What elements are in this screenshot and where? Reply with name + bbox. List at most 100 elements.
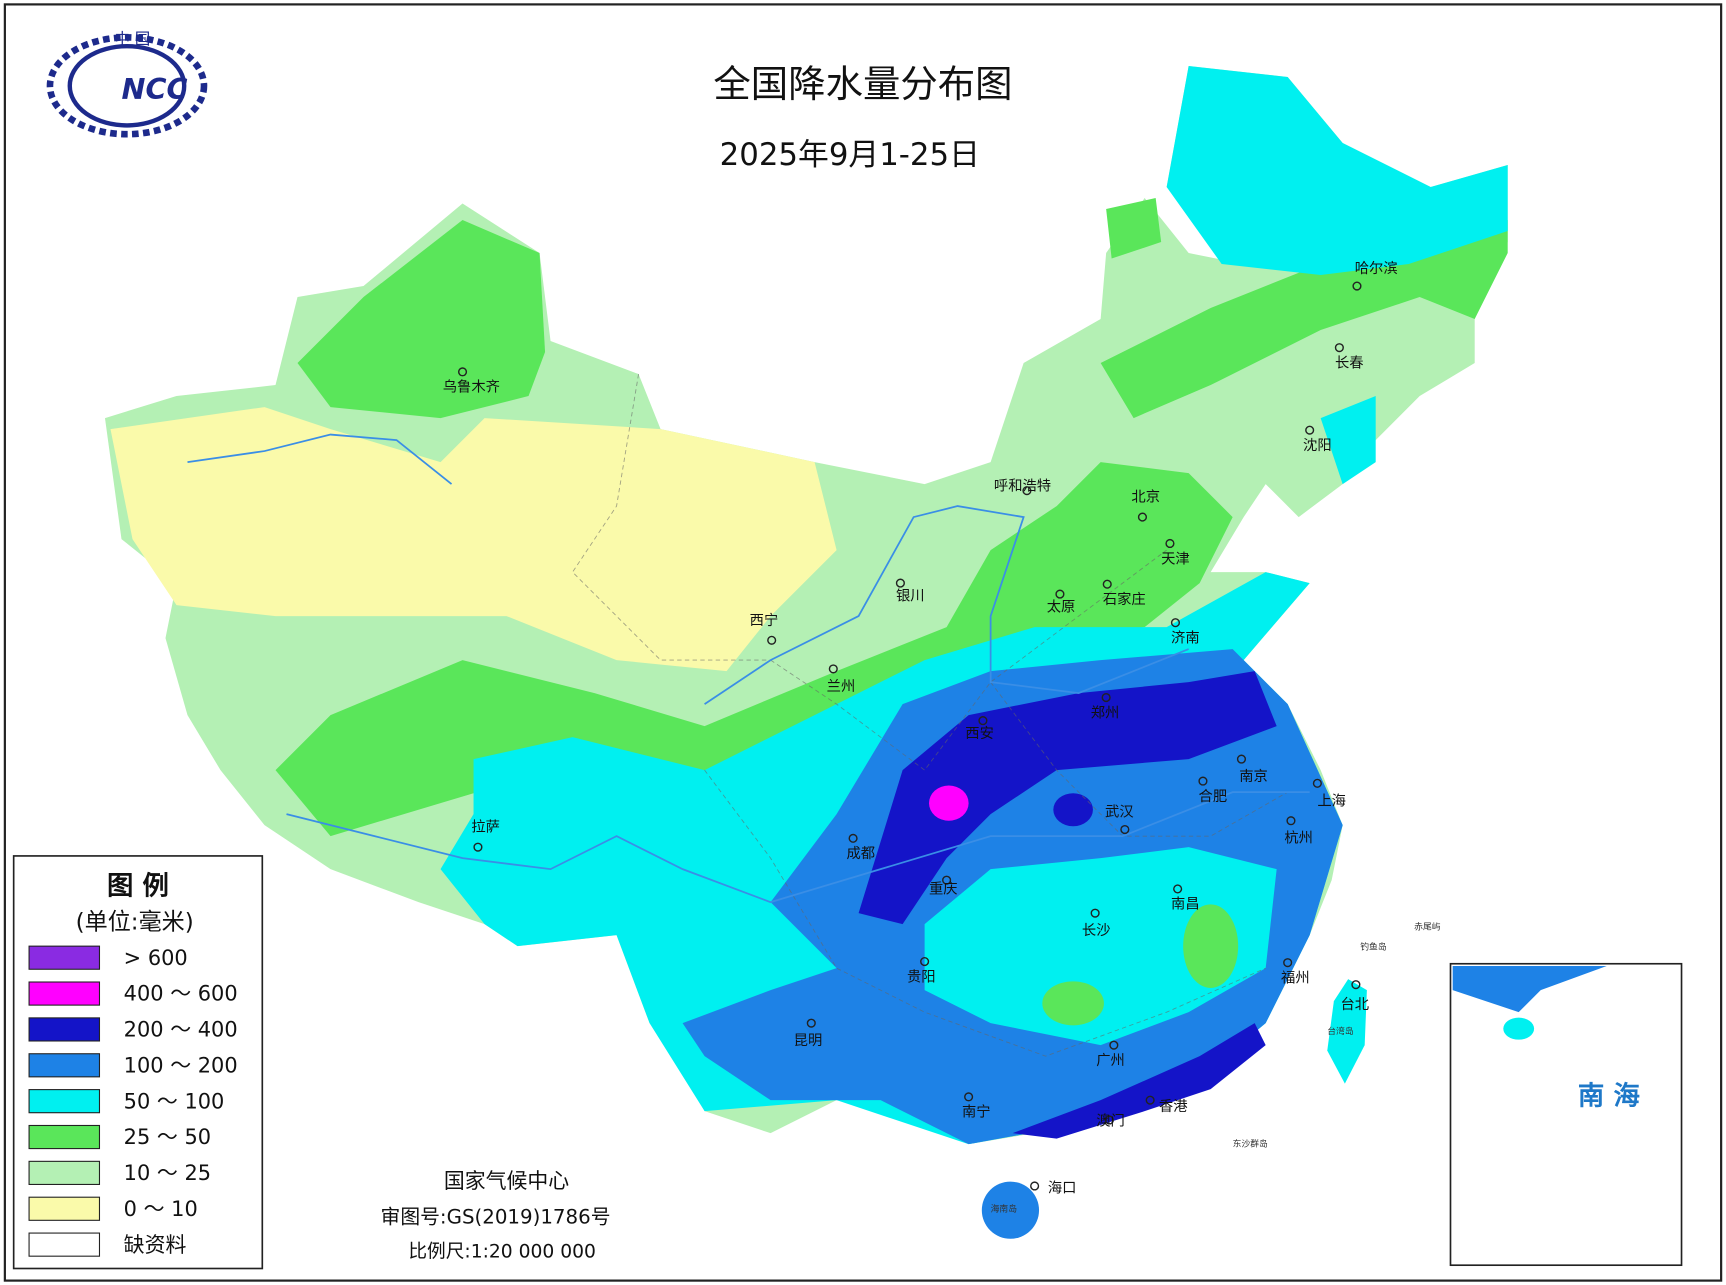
city-marker [848,833,858,843]
city-marker [920,956,930,967]
city-label: 上海 [1317,792,1346,809]
legend-label: 50 ～ 100 [124,1089,225,1113]
city-marker [895,578,905,588]
legend: 图 例 (单位:毫米) > 600 400 ～ 600 200 ～ 400 100 ～… [12,855,264,1270]
zone-25-50 [1106,198,1162,259]
agency: 国家气候中心 [444,1169,569,1193]
city-label: 石家庄 [1103,590,1146,608]
city-marker [978,716,988,726]
city-marker [1102,579,1112,589]
zone-25-50 [1100,220,1508,419]
city-marker [1352,281,1362,291]
city-label: 济南 [1171,630,1200,647]
city-marker [1120,824,1130,835]
city-label: 澳门 [1096,1112,1125,1129]
city-marker [767,635,777,645]
city-label: 广州 [1096,1052,1125,1069]
legend-swatch [28,945,101,970]
city-label: 合肥 [1199,788,1228,805]
city-label: 成都 [846,845,875,862]
city-marker [1198,776,1208,786]
city-label: 重庆 [929,880,958,897]
legend-swatch [28,1160,101,1185]
legend-swatch [28,1017,101,1042]
city-label: 福州 [1281,969,1310,986]
city-label: 海口 [1048,1180,1077,1197]
city-label: 呼和浩特 [994,478,1051,495]
city-marker [964,1092,974,1102]
map-title: 全国降水量分布图 [713,62,1012,106]
city-label: 香港 [1159,1098,1188,1115]
logo-text: NCC [122,72,188,106]
city-marker [1312,778,1322,788]
borders [187,373,1310,1057]
island-label: 钓鱼岛 [1360,940,1387,952]
city-label: 银川 [896,588,925,605]
island-label: 台湾岛 [1327,1025,1354,1037]
city-label: 贵阳 [907,968,936,985]
legend-label: 10 ～ 25 [124,1161,211,1185]
inset-zone [1452,965,1607,1013]
legend-title: 图 例 [107,870,169,901]
city-marker [1236,754,1247,764]
city-label: 北京 [1131,489,1160,506]
city-marker [1283,958,1293,968]
city-label: 西安 [965,725,994,742]
city-marker [1101,692,1111,703]
scale: 比例尺:1:20 000 000 [408,1241,596,1262]
legend-unit: (单位:毫米) [76,910,194,936]
city-label: 沈阳 [1303,437,1332,454]
city-marker [1305,425,1315,435]
city-marker [1351,980,1361,990]
zone-25-50 [297,220,546,419]
city-label: 天津 [1161,550,1190,567]
city-marker [1022,486,1032,496]
logo-top: 中 国 [115,30,151,48]
legend-swatch [28,1124,101,1150]
city-marker [1334,343,1344,353]
city-marker [1104,1115,1115,1125]
legend-label: 25 ～ 50 [124,1125,211,1149]
city-marker [1109,1040,1119,1050]
zone-0-10 [110,407,837,672]
zone-400-600 [929,785,969,821]
island-label: 海南岛 [991,1202,1018,1214]
city-marker [1286,816,1296,826]
zone-200-400 [1012,1023,1266,1139]
zone-50-100 [924,847,1277,1046]
zone-100-200 [981,1181,1040,1239]
island-label: 赤尾屿 [1414,922,1441,933]
city-label: 郑州 [1091,704,1120,721]
city-marker [1030,1181,1040,1191]
city-marker [1170,618,1181,628]
zone-25-50 [1042,981,1104,1026]
city-marker [1055,589,1065,599]
legend-swatch [28,1053,101,1078]
zone-50-100 [1327,979,1367,1084]
inset-island [1503,1017,1535,1040]
south-sea-inset: 南 海 [1449,962,1683,1267]
city-label: 南宁 [962,1104,991,1121]
city-label: 昆明 [794,1033,823,1049]
city-label: 台北 [1340,996,1369,1013]
zones [104,66,1508,1239]
city-label: 武汉 [1105,803,1134,820]
city-marker [1137,512,1148,522]
city-marker [806,1018,816,1028]
zone-50-100 [1320,396,1376,485]
legend-swatch [28,1232,101,1257]
city-marker [1090,908,1100,918]
legend-label: 100 ～ 200 [124,1053,238,1077]
city-label: 南昌 [1171,896,1200,913]
approval: 审图号:GS(2019)1786号 [381,1205,611,1228]
city-marker [942,875,952,885]
logo: 中 国 NCC [46,30,208,138]
legend-swatch [28,981,101,1006]
legend-label: 缺资料 [124,1233,187,1257]
legend-label: 200 ～ 400 [124,1018,238,1042]
zone-200-400 [1053,793,1093,827]
city-marker [1145,1095,1155,1105]
zone-25-50 [275,462,1233,837]
